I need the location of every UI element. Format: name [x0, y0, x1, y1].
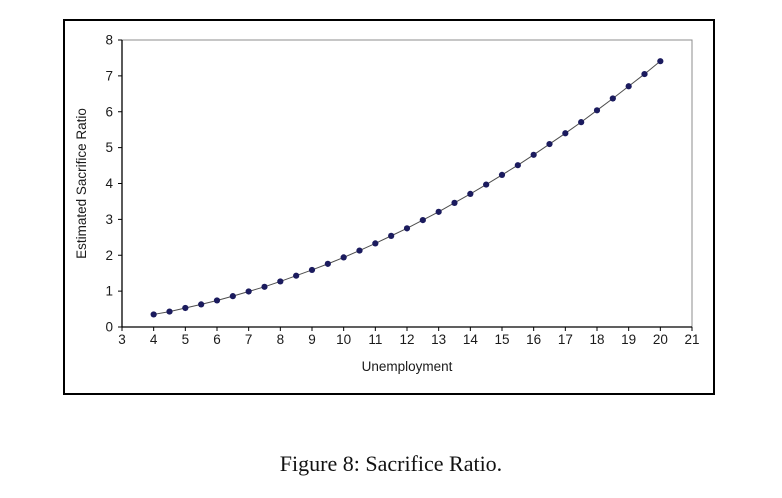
data-point [419, 216, 426, 224]
data-point [657, 58, 664, 65]
x-tick-label: 13 [431, 332, 446, 347]
x-tick-label: 21 [684, 332, 699, 347]
data-point [609, 95, 616, 102]
data-point [578, 119, 585, 126]
data-point [435, 208, 442, 215]
x-tick-label: 8 [277, 332, 285, 347]
y-tick-label: 0 [105, 320, 113, 335]
y-tick-label: 8 [105, 33, 113, 48]
chart-figure: 3 4 5 6 7 8 9 10 11 12 13 14 15 16 17 18 19 20 21 0 1 2 3 4 5 6 7 8… [63, 19, 715, 395]
y-tick-label: 2 [105, 248, 113, 263]
data-point [293, 272, 300, 279]
data-point [451, 199, 458, 206]
data-point [277, 278, 284, 285]
data-point [308, 266, 316, 274]
x-tick-label: 16 [526, 332, 541, 347]
x-tick-label: 7 [245, 332, 253, 347]
y-tick-label: 7 [105, 68, 113, 83]
x-tick-label: 14 [463, 332, 479, 347]
data-point [245, 288, 252, 295]
x-tick-label: 19 [621, 332, 636, 347]
figure-caption: Figure 8: Sacrifice Ratio. [279, 451, 503, 476]
data-point [213, 297, 221, 304]
data-point [372, 240, 379, 247]
x-tick-label: 10 [336, 332, 351, 347]
data-point [388, 232, 395, 239]
y-tick-label: 1 [105, 284, 113, 299]
x-tick-label: 18 [589, 332, 604, 347]
data-point [641, 70, 648, 78]
data-point [530, 151, 537, 158]
x-tick-label: 6 [213, 332, 221, 347]
x-tick-label: 3 [118, 332, 126, 347]
data-point [198, 301, 205, 308]
x-tick-label: 17 [558, 332, 573, 347]
data-point [467, 190, 474, 198]
x-tick-label: 4 [150, 332, 158, 347]
x-tick-label: 9 [308, 332, 316, 347]
series-line [153, 60, 661, 315]
data-point [356, 247, 363, 254]
y-tick-label: 4 [105, 176, 113, 191]
y-tick-label: 6 [105, 104, 113, 119]
plot-area [121, 39, 693, 328]
y-tick-label: 3 [105, 212, 113, 227]
data-point [229, 293, 236, 300]
data-point [261, 283, 268, 290]
x-tick-label: 11 [368, 332, 382, 347]
data-point [150, 311, 157, 318]
x-tick-label: 12 [399, 332, 414, 347]
data-point [324, 260, 331, 267]
data-point [514, 162, 521, 169]
data-point [166, 308, 173, 315]
data-point [625, 83, 632, 90]
y-tick-label: 5 [105, 140, 113, 155]
x-tick-label: 20 [653, 332, 668, 347]
data-point [403, 225, 411, 232]
sacrifice-ratio-chart: 3 4 5 6 7 8 9 10 11 12 13 14 15 16 17 18 19 20 21012345678… [74, 33, 700, 375]
data-point [562, 130, 569, 137]
data-point [340, 254, 347, 261]
data-point [182, 304, 189, 312]
data-point [498, 171, 506, 178]
x-tick-label: 15 [494, 332, 509, 347]
data-point [483, 181, 490, 188]
data-point [546, 140, 553, 148]
y-axis-title: Estimated Sacrifice Ratio [74, 108, 89, 259]
x-tick-label: 5 [182, 332, 190, 347]
x-axis-title: Unemployment [362, 359, 453, 374]
data-point [593, 107, 601, 114]
